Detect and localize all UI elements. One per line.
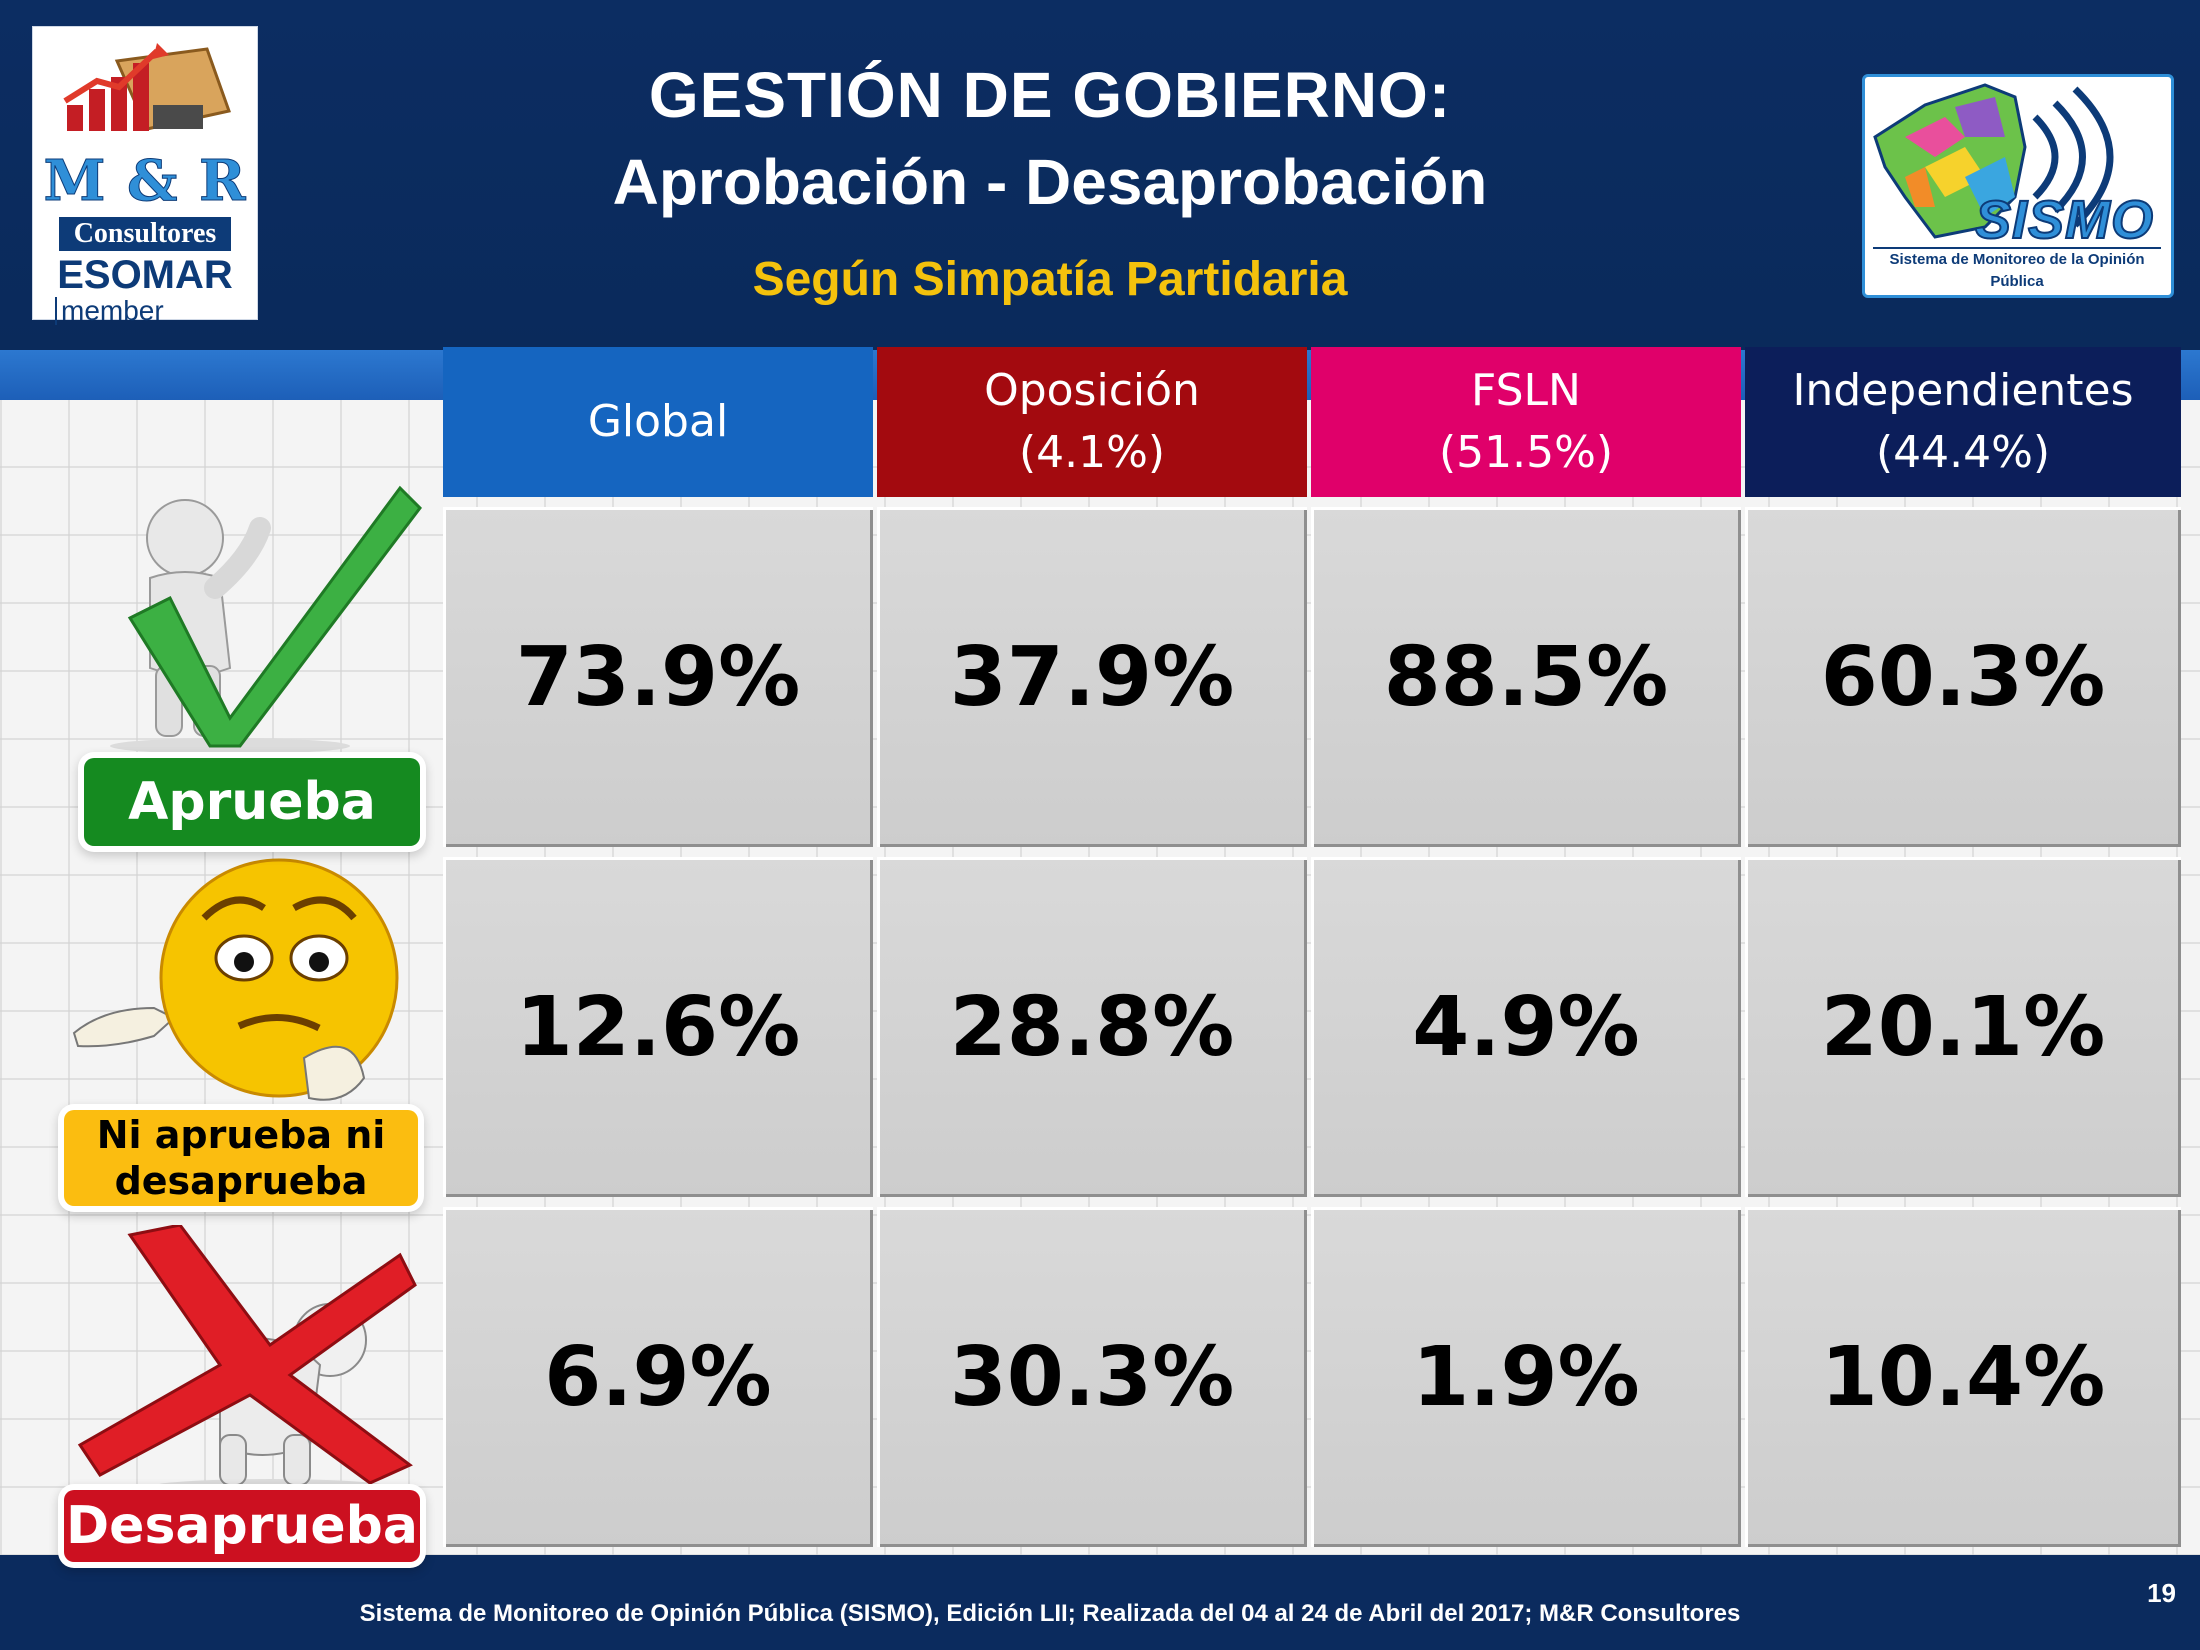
page-title-line2: Aprobación - Desaprobación [612, 146, 1488, 218]
table-cell-aprueba-global: 73.9% [443, 507, 873, 847]
column-header-fsln: FSLN (51.5%) [1311, 347, 1741, 497]
page-number: 19 [2147, 1578, 2176, 1608]
page-subtitle: Según Simpatía Partidaria [752, 253, 1348, 306]
table-cell-ni-oposicion: 28.8% [877, 857, 1307, 1197]
table-cell-ni-global: 12.6% [443, 857, 873, 1197]
mr-consultores-logo: M & R Consultores ESOMAR member [32, 26, 258, 325]
table-cell-desaprueba-oposicion: 30.3% [877, 1207, 1307, 1547]
column-header-name: FSLN [1471, 365, 1581, 416]
column-header-name: Global [587, 396, 729, 447]
column-header-name: Oposición [984, 365, 1200, 416]
header-band [0, 0, 2200, 350]
red-x-figure-icon [77, 1225, 417, 1495]
logo-member-text: member [55, 297, 164, 325]
table-cell-aprueba-fsln: 88.5% [1311, 507, 1741, 847]
bar-chart-logo-icon [63, 43, 231, 131]
footer-source-text: Sistema de Monitoreo de Opinión Pública … [359, 1600, 1741, 1627]
logo-brand-text: M & R [43, 148, 247, 214]
column-header-share: (51.5%) [1438, 427, 1614, 478]
sismo-logo: SISMO Sistema de Monitoreo de la Opinión… [1862, 74, 2174, 298]
sismo-logo-text: SISMO [1974, 189, 2155, 251]
row-label-ni-aprueba-ni-desaprueba: Ni aprueba ni desaprueba [64, 1110, 418, 1206]
footer-band [0, 1555, 2200, 1650]
confused-face-icon [72, 858, 399, 1101]
row-label-aprueba: Aprueba [84, 758, 420, 846]
column-header-share: (44.4%) [1875, 427, 2051, 478]
table-cell-ni-fsln: 4.9% [1311, 857, 1741, 1197]
row-label-desaprueba: Desaprueba [64, 1490, 420, 1562]
column-header-oposicion: Oposición (4.1%) [877, 347, 1307, 497]
table-cell-aprueba-independientes: 60.3% [1745, 507, 2181, 847]
column-header-global: Global [443, 347, 873, 497]
column-header-share: (4.1%) [1018, 427, 1166, 478]
logo-company-text: Consultores [59, 217, 231, 251]
checkmark-figure-icon [110, 485, 422, 754]
table-cell-desaprueba-global: 6.9% [443, 1207, 873, 1547]
column-header-independientes: Independientes (44.4%) [1745, 347, 2181, 497]
table-cell-desaprueba-independientes: 10.4% [1745, 1207, 2181, 1547]
table-cell-desaprueba-fsln: 1.9% [1311, 1207, 1741, 1547]
table-cell-ni-independientes: 20.1% [1745, 857, 2181, 1197]
table-cell-aprueba-oposicion: 37.9% [877, 507, 1307, 847]
nicaragua-map-icon [1873, 83, 2114, 239]
column-header-name: Independientes [1792, 365, 2134, 416]
sismo-logo-caption: Sistema de Monitoreo de la Opinión Públi… [1873, 247, 2161, 290]
page-title: GESTIÓN DE GOBIERNO: [648, 59, 1452, 131]
logo-esomar-text: ESOMAR [57, 253, 233, 297]
